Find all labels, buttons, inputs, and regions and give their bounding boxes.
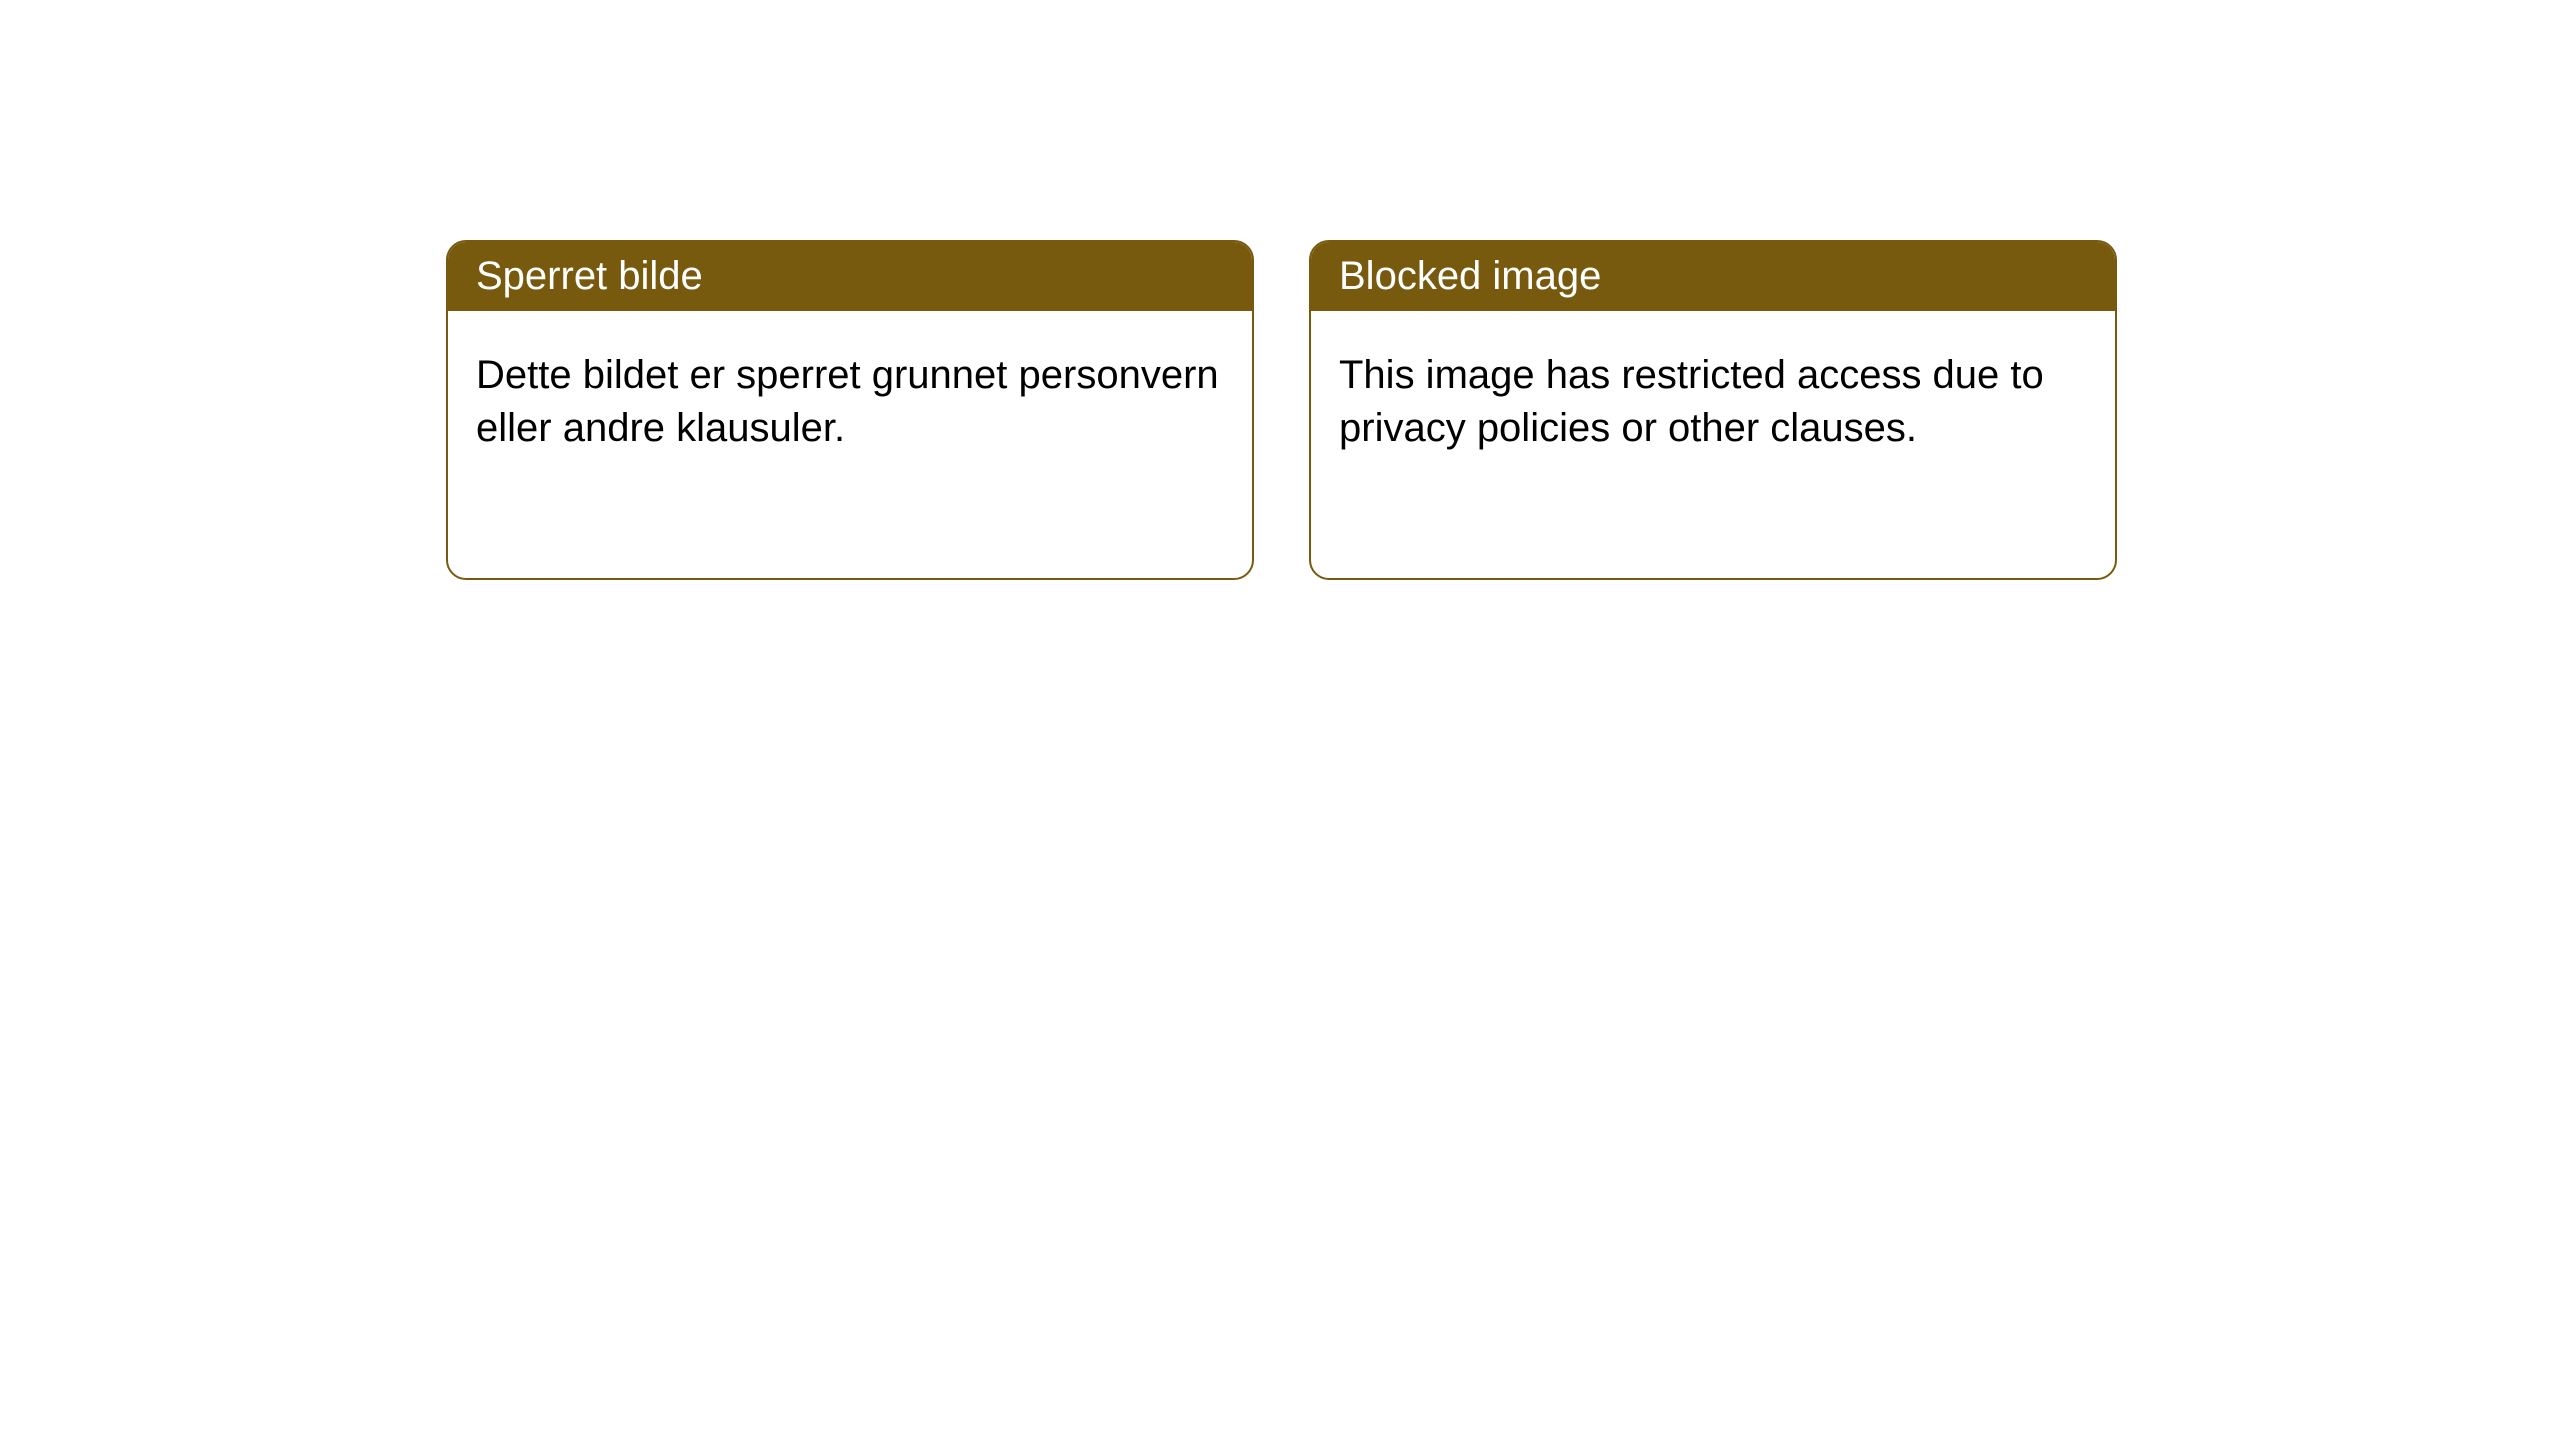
notice-card-header: Sperret bilde	[448, 242, 1252, 311]
notice-card-header: Blocked image	[1311, 242, 2115, 311]
notice-card-body: Dette bildet er sperret grunnet personve…	[448, 311, 1252, 493]
notice-card-title: Blocked image	[1339, 254, 1601, 298]
notice-card-body: This image has restricted access due to …	[1311, 311, 2115, 493]
notice-card-english: Blocked image This image has restricted …	[1309, 240, 2117, 580]
notice-card-message: This image has restricted access due to …	[1339, 353, 2044, 450]
notice-card-message: Dette bildet er sperret grunnet personve…	[476, 353, 1219, 450]
notice-container: Sperret bilde Dette bildet er sperret gr…	[446, 240, 2117, 580]
notice-card-title: Sperret bilde	[476, 254, 703, 298]
notice-card-norwegian: Sperret bilde Dette bildet er sperret gr…	[446, 240, 1254, 580]
